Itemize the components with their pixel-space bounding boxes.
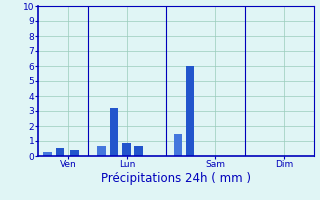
Bar (134, 146, 143, 156)
Bar (56, 148, 64, 156)
Bar (173, 134, 182, 156)
Bar (43, 152, 52, 156)
Bar (70, 150, 79, 156)
X-axis label: Précipitations 24h ( mm ): Précipitations 24h ( mm ) (101, 172, 251, 185)
Bar (110, 108, 118, 156)
Bar (186, 66, 195, 156)
Bar (97, 146, 106, 156)
Bar (122, 142, 131, 156)
